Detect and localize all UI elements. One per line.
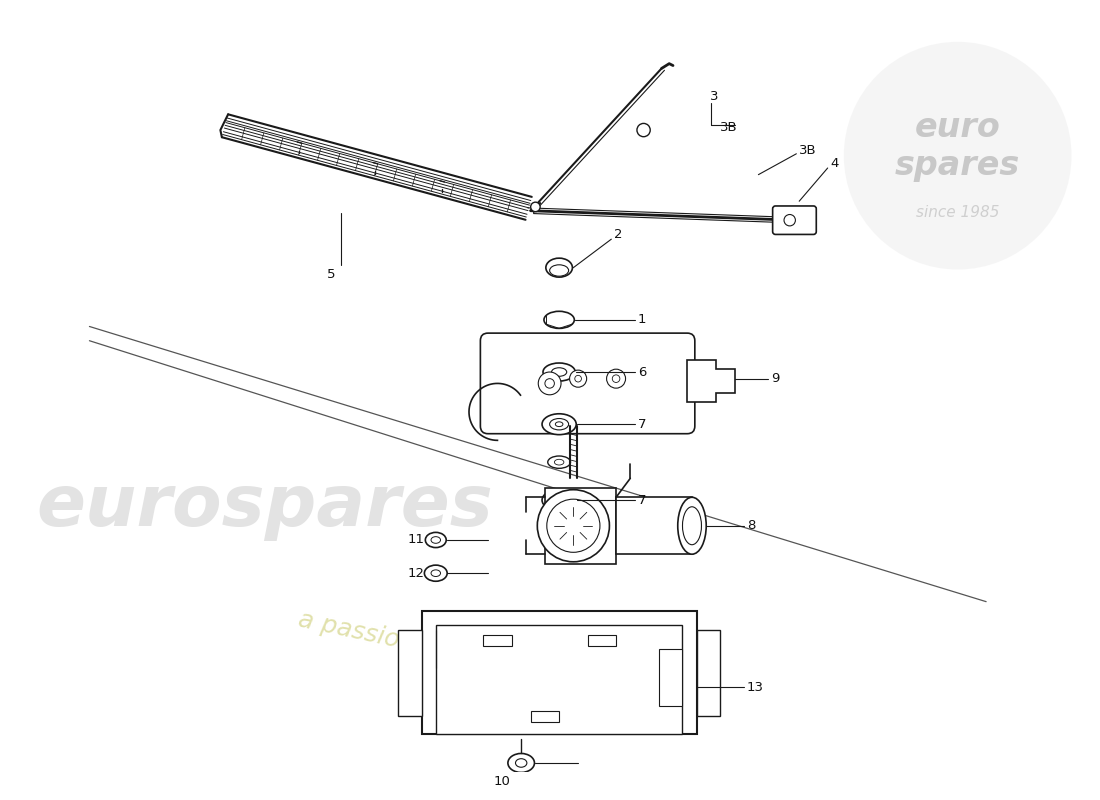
Ellipse shape <box>508 754 535 773</box>
Ellipse shape <box>682 506 702 545</box>
Ellipse shape <box>678 498 706 554</box>
Ellipse shape <box>570 370 586 387</box>
Ellipse shape <box>606 369 626 388</box>
Text: 12: 12 <box>407 566 425 580</box>
Text: 13: 13 <box>747 681 764 694</box>
Bar <box>530 710 559 722</box>
Ellipse shape <box>554 459 564 465</box>
Circle shape <box>784 214 795 226</box>
Text: 5: 5 <box>327 268 336 281</box>
Polygon shape <box>696 630 720 715</box>
Text: 10: 10 <box>494 775 510 789</box>
Ellipse shape <box>550 418 569 430</box>
Ellipse shape <box>556 422 563 426</box>
Circle shape <box>537 490 609 562</box>
Ellipse shape <box>431 570 440 577</box>
Ellipse shape <box>544 378 554 388</box>
FancyBboxPatch shape <box>481 333 695 434</box>
Ellipse shape <box>542 414 576 434</box>
Ellipse shape <box>543 363 575 381</box>
Ellipse shape <box>548 456 571 468</box>
Ellipse shape <box>538 372 561 394</box>
Text: 1: 1 <box>638 314 647 326</box>
Ellipse shape <box>426 532 447 547</box>
Text: 2: 2 <box>614 228 623 241</box>
Circle shape <box>637 123 650 137</box>
Ellipse shape <box>542 490 576 510</box>
Text: 3: 3 <box>710 90 718 103</box>
Ellipse shape <box>425 565 448 582</box>
Bar <box>616 498 692 554</box>
Text: 6: 6 <box>638 366 647 378</box>
Text: euro
spares: euro spares <box>895 110 1021 182</box>
Ellipse shape <box>546 258 572 277</box>
Ellipse shape <box>516 758 527 767</box>
Text: 7: 7 <box>638 494 647 506</box>
Ellipse shape <box>575 375 582 382</box>
Polygon shape <box>398 630 421 715</box>
Ellipse shape <box>544 311 574 328</box>
Bar <box>659 649 682 706</box>
Ellipse shape <box>556 498 563 502</box>
Bar <box>587 635 616 646</box>
Bar <box>436 626 682 734</box>
Text: 11: 11 <box>407 534 425 546</box>
Text: 3B: 3B <box>720 121 738 134</box>
Bar <box>483 635 512 646</box>
Ellipse shape <box>550 265 569 276</box>
Bar <box>421 611 696 734</box>
FancyBboxPatch shape <box>772 206 816 234</box>
Ellipse shape <box>613 375 620 382</box>
Ellipse shape <box>550 494 569 506</box>
Text: 9: 9 <box>771 372 779 385</box>
Circle shape <box>530 202 540 212</box>
Text: 7: 7 <box>638 418 647 430</box>
Polygon shape <box>688 360 735 402</box>
Text: 8: 8 <box>747 519 756 532</box>
Text: 3B: 3B <box>800 145 817 158</box>
Text: 4: 4 <box>830 157 839 170</box>
Ellipse shape <box>431 537 440 543</box>
Circle shape <box>844 42 1071 270</box>
Ellipse shape <box>551 368 566 376</box>
Polygon shape <box>544 488 616 564</box>
Text: since 1985: since 1985 <box>916 205 1000 220</box>
Text: eurospares: eurospares <box>36 472 494 542</box>
Text: a passion for parts since 1985: a passion for parts since 1985 <box>296 607 671 710</box>
Circle shape <box>547 499 600 552</box>
